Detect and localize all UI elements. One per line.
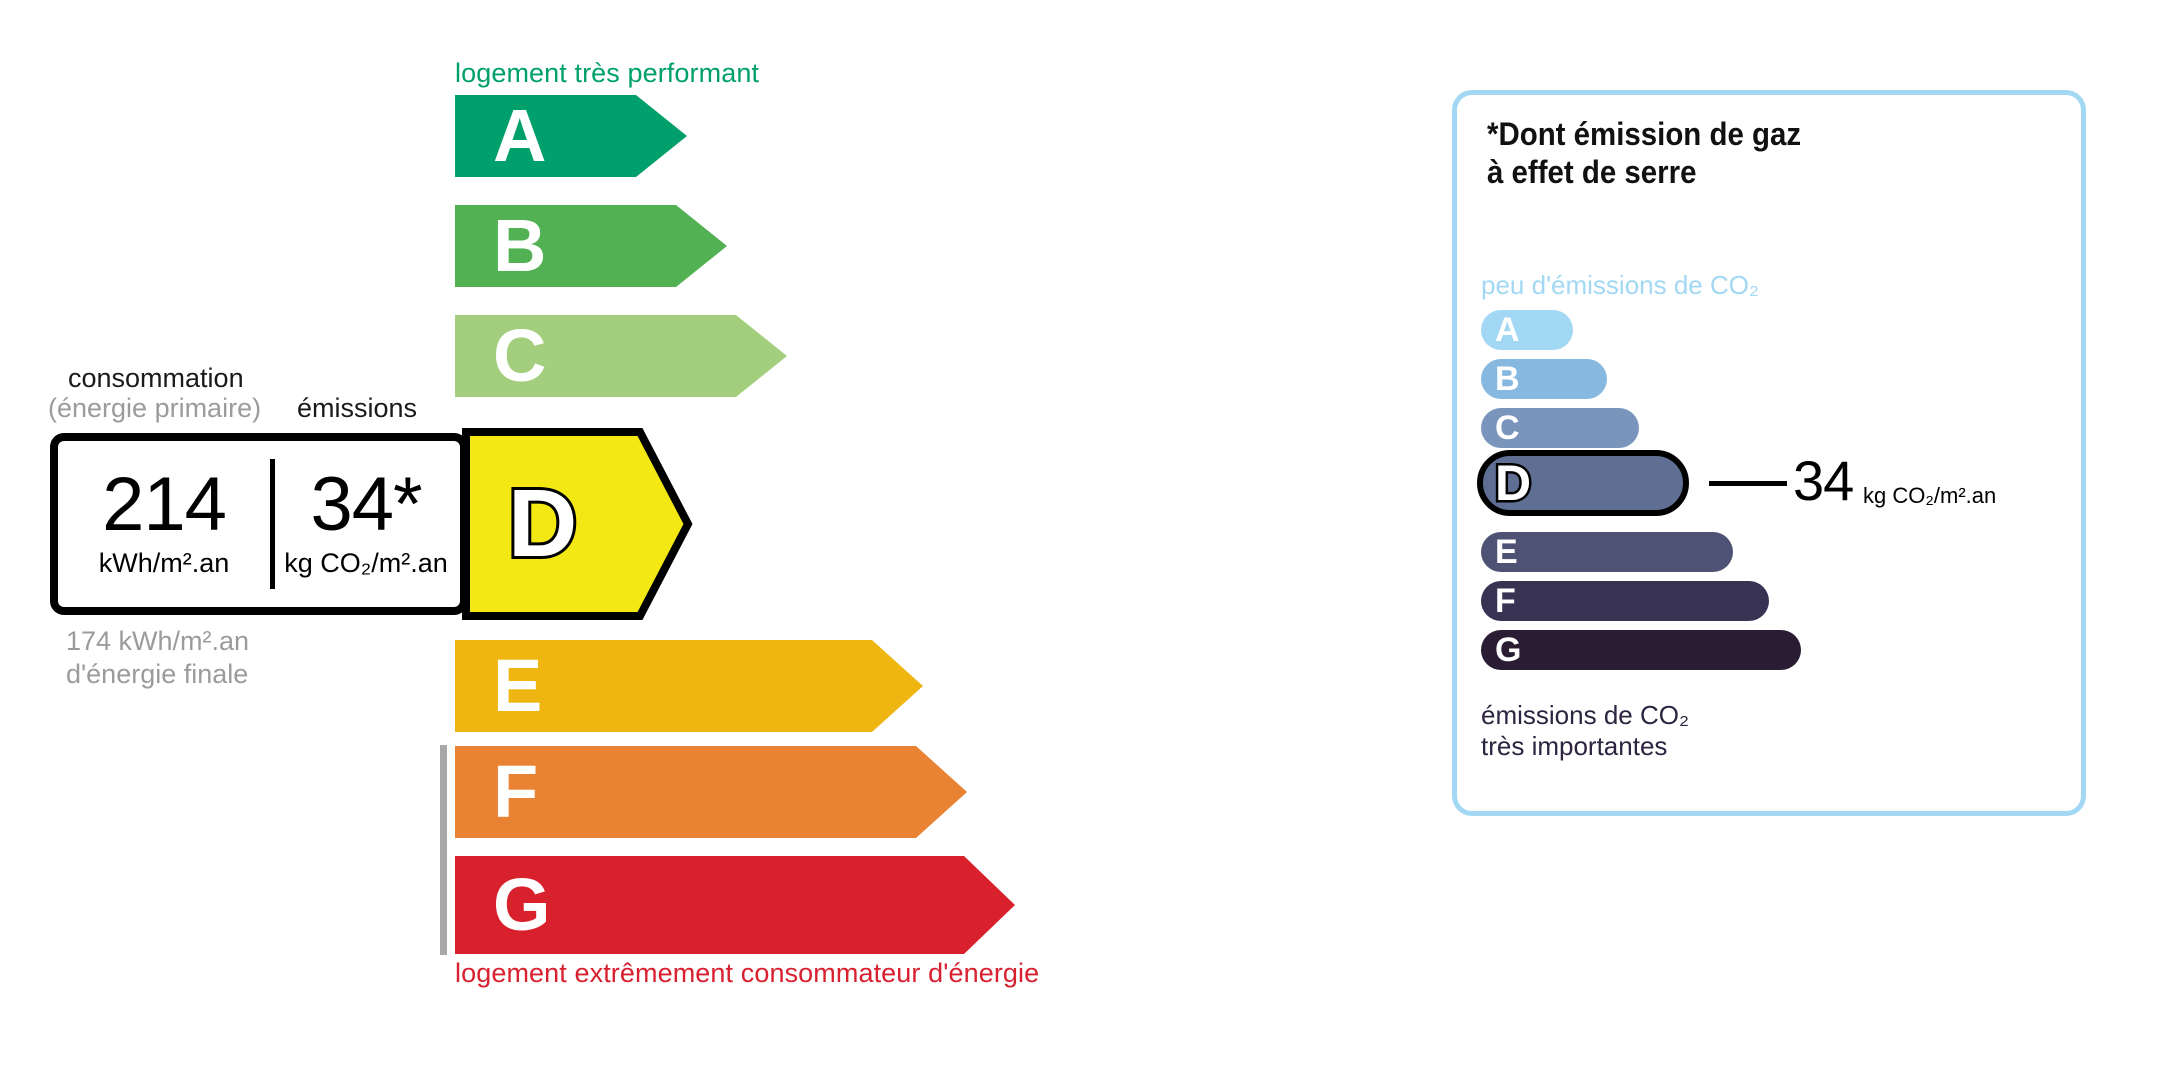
co2-bar-g-letter: G	[1495, 631, 1522, 669]
co2-emissions-panel: *Dont émission de gaz à effet de serre p…	[1452, 90, 2086, 816]
co2-top-caption: peu d'émissions de CO₂	[1481, 270, 1760, 300]
co2-bar-f-letter: F	[1495, 582, 1516, 620]
co2-bar-b[interactable]: B	[1481, 359, 1607, 399]
co2-bar-e[interactable]: E	[1481, 532, 1733, 572]
co2-callout-leader-line	[1709, 481, 1787, 486]
band-e-letter: E	[493, 644, 543, 727]
co2-callout-unit: kg CO₂/m².an	[1863, 483, 1997, 508]
label-energie-primaire: (énergie primaire)	[48, 393, 262, 423]
energy-band-b[interactable]: B	[455, 205, 727, 287]
band-c-arrow	[455, 315, 787, 397]
energy-band-g[interactable]: G	[455, 856, 1015, 954]
band-c-letter: C	[493, 314, 547, 397]
co2-bar-a-letter: A	[1495, 311, 1520, 349]
energy-performance-scale: logement très performant A B C D E	[48, 58, 1040, 988]
co2-bar-g[interactable]: G	[1481, 630, 1801, 670]
emissions-unit: kg CO₂/m².an	[284, 547, 448, 578]
consumption-cell: 214 kWh/m².an	[58, 441, 270, 607]
scale-bottom-caption: logement extrêmement consommateur d'éner…	[455, 958, 1040, 988]
passoire-separator-line	[440, 745, 447, 955]
energy-band-f[interactable]: F	[455, 746, 967, 838]
energy-band-c[interactable]: C	[455, 315, 787, 397]
value-box-divider	[270, 459, 275, 589]
final-energy-note: 174 kWh/m².an d'énergie finale	[66, 626, 250, 689]
co2-bar-f[interactable]: F	[1481, 581, 1769, 621]
co2-bottom-caption: émissions de CO₂ très importantes	[1481, 700, 1690, 762]
energy-band-a[interactable]: A	[455, 95, 687, 177]
emissions-cell: 34* kg CO₂/m².an	[272, 441, 460, 607]
energy-band-d-selected[interactable]: D	[462, 428, 693, 620]
band-a-letter: A	[493, 94, 547, 177]
band-f-arrow	[455, 746, 967, 838]
co2-callout-value: 34	[1793, 449, 1854, 512]
band-b-letter: B	[493, 204, 547, 287]
band-g-letter: G	[493, 863, 551, 946]
consumption-value: 214	[102, 462, 227, 548]
co2-bar-d-letter: D	[1492, 455, 1533, 511]
band-d-letter: D	[505, 470, 580, 577]
co2-bar-d-selected[interactable]: D	[1477, 450, 1689, 516]
energy-band-e[interactable]: E	[455, 640, 923, 732]
co2-bar-a[interactable]: A	[1481, 310, 1573, 350]
scale-top-caption: logement très performant	[455, 58, 760, 88]
co2-bar-c-letter: C	[1495, 409, 1520, 447]
co2-bar-e-letter: E	[1495, 533, 1518, 571]
co2-bar-c[interactable]: C	[1481, 408, 1639, 448]
co2-panel-title: *Dont émission de gaz à effet de serre	[1487, 116, 1802, 191]
band-f-letter: F	[493, 750, 539, 833]
band-b-arrow	[455, 205, 727, 287]
label-emissions: émissions	[297, 393, 418, 423]
consumption-unit: kWh/m².an	[98, 547, 230, 578]
consumption-value-box: 214 kWh/m².an 34* kg CO₂/m².an	[50, 433, 468, 615]
emissions-value: 34*	[310, 462, 422, 548]
label-consommation: consommation	[68, 363, 244, 393]
co2-bar-b-letter: B	[1495, 360, 1520, 398]
band-e-arrow	[455, 640, 923, 732]
band-a-arrow	[455, 95, 687, 177]
band-g-arrow	[455, 856, 1015, 954]
